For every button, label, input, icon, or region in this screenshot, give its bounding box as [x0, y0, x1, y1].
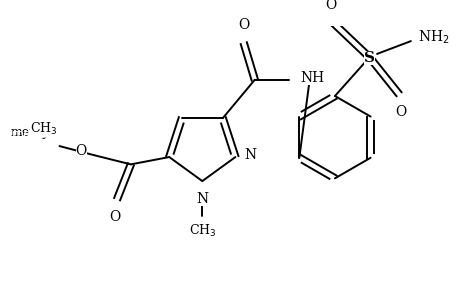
Text: N: N: [244, 148, 256, 162]
Text: CH$_3$: CH$_3$: [30, 121, 57, 137]
Text: NH$_2$: NH$_2$: [417, 29, 449, 46]
Text: CH$_3$: CH$_3$: [188, 223, 216, 239]
Text: O: O: [238, 18, 249, 32]
Text: methyl: methyl: [11, 126, 54, 139]
Text: NH: NH: [300, 71, 324, 85]
Text: O: O: [325, 0, 336, 12]
Text: S: S: [364, 51, 375, 64]
Text: N: N: [196, 192, 208, 206]
Text: O: O: [76, 144, 87, 158]
Text: O: O: [394, 105, 406, 119]
Text: methyl: methyl: [11, 128, 55, 141]
Text: O: O: [109, 210, 121, 224]
